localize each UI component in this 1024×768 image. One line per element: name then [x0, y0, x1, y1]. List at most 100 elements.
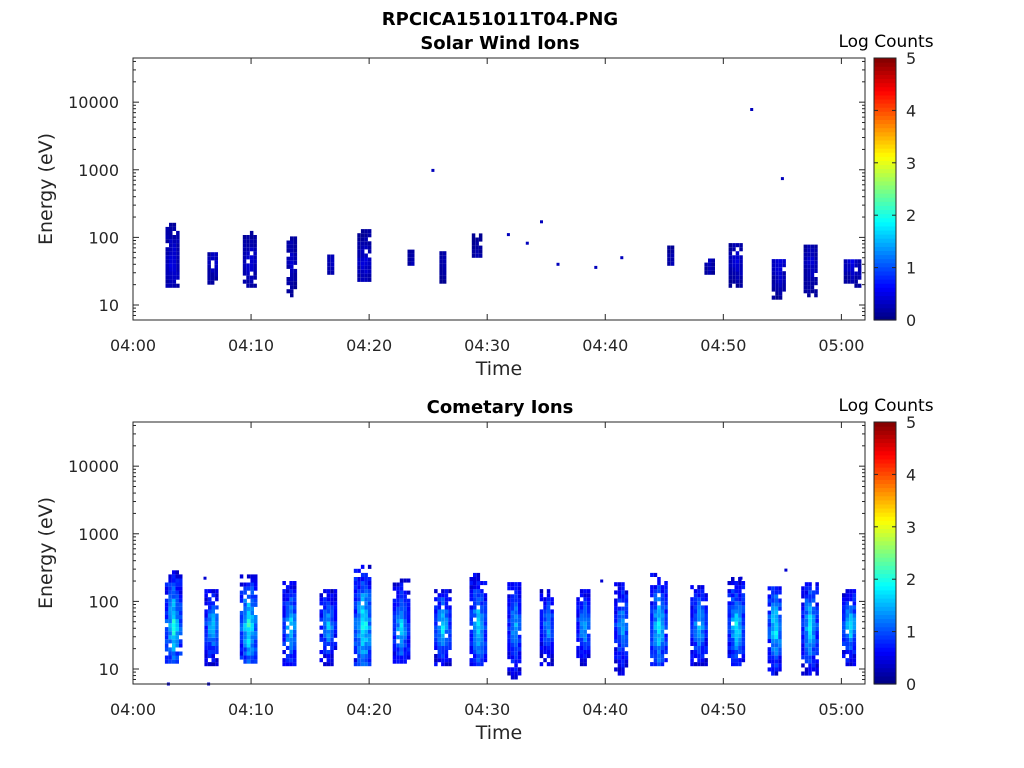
heatmap-cell — [476, 601, 481, 606]
heatmap-cell — [734, 625, 738, 630]
heatmap-cell — [172, 263, 177, 268]
heatmap-cell — [815, 610, 819, 615]
heatmap-cell — [469, 605, 473, 610]
heatmap-cell — [364, 621, 368, 626]
heatmap-cell — [778, 647, 782, 652]
heatmap-cell — [617, 659, 622, 664]
heatmap-cell — [434, 629, 438, 634]
heatmap-cell — [704, 645, 708, 650]
heatmap-cell — [579, 625, 584, 630]
heatmap-cell — [624, 659, 629, 664]
heatmap-cell — [246, 267, 250, 272]
heatmap-cell — [778, 663, 782, 668]
heatmap-cell — [476, 585, 481, 590]
heatmap-cell — [403, 659, 407, 664]
heatmap-cell — [293, 601, 297, 606]
colorbar-step — [874, 503, 896, 509]
heatmap-cell — [392, 623, 397, 628]
x-axis-cometary: 04:00 04:10 04:20 04:30 04:40 04:50 05:00 — [110, 422, 864, 719]
heatmap-cell — [693, 589, 698, 594]
heatmap-cell — [469, 637, 473, 642]
heatmap-cell — [239, 610, 244, 615]
heatmap-cell — [367, 585, 372, 590]
heatmap-cell — [476, 617, 481, 622]
heatmap-cell — [293, 645, 297, 650]
heatmap-cell — [208, 621, 212, 626]
heatmap-cell — [434, 637, 438, 642]
heatmap-cell — [172, 590, 176, 595]
heatmap-cell — [473, 605, 477, 610]
heatmap-cell — [734, 597, 738, 602]
heatmap-cell — [507, 602, 511, 607]
heatmap-cell — [367, 650, 372, 655]
heatmap-cell — [242, 263, 247, 268]
heatmap-cell — [852, 597, 857, 602]
heatmap-cell — [811, 655, 816, 660]
heatmap-cell — [670, 257, 675, 262]
heatmap-cell — [326, 641, 331, 646]
heatmap-cell — [175, 623, 179, 628]
heatmap-cell — [399, 655, 404, 660]
heatmap-cell — [774, 598, 779, 603]
heatmap-cell — [476, 629, 481, 634]
heatmap-cell — [164, 635, 169, 640]
heatmap-cell — [483, 609, 488, 614]
heatmap-cell — [289, 658, 293, 663]
heatmap-cell — [208, 633, 212, 638]
heatmap-cell — [700, 641, 705, 646]
heatmap-cell — [767, 626, 772, 631]
heatmap-cell — [357, 662, 361, 667]
heatmap-cell — [211, 617, 215, 622]
heatmap-cell — [483, 629, 488, 634]
heatmap-cell — [653, 629, 658, 634]
heatmap-cell — [576, 621, 580, 626]
heatmap-cell — [807, 248, 811, 253]
heatmap-cell — [211, 645, 215, 650]
heatmap-cell — [330, 650, 334, 655]
x-axis-solar-wind: 04:00 04:10 04:20 04:30 04:40 04:50 05:00 — [110, 58, 864, 355]
heatmap-cell — [169, 226, 173, 231]
heatmap-cell — [617, 614, 622, 619]
heatmap-cell — [807, 256, 811, 261]
heatmap-cell — [690, 637, 694, 642]
heatmap-cell — [175, 643, 179, 648]
heatmap-cell — [164, 606, 169, 611]
heatmap-cell — [507, 655, 511, 660]
heatmap-cell — [249, 279, 254, 284]
heatmap-cell — [727, 609, 731, 614]
heatmap-cell — [353, 658, 358, 663]
heatmap-cell — [290, 268, 294, 273]
heatmap-cell — [439, 267, 443, 272]
colorbar-step — [874, 283, 896, 288]
heatmap-cell — [700, 613, 705, 618]
heatmap-cell — [437, 625, 442, 630]
heatmap-cell — [175, 606, 179, 611]
heatmap-cell — [364, 265, 368, 270]
heatmap-cell — [704, 633, 708, 638]
heatmap-cell — [179, 615, 183, 620]
heatmap-cell — [660, 654, 665, 659]
heatmap-cell — [392, 659, 397, 664]
heatmap-cell — [849, 645, 853, 650]
heatmap-cell — [290, 273, 294, 278]
heatmap-cell — [323, 597, 327, 602]
heatmap-cell — [360, 265, 365, 270]
heatmap-cell — [164, 639, 169, 644]
heatmap-cell — [803, 256, 808, 261]
heatmap-cell — [804, 590, 809, 595]
heatmap-cell — [172, 623, 176, 628]
colorbar-step — [874, 139, 896, 145]
heatmap-cell — [550, 609, 554, 614]
heatmap-cell — [734, 658, 738, 663]
colorbar-step — [874, 675, 896, 681]
heatmap-cell — [441, 641, 445, 646]
heatmap-cell — [728, 243, 733, 248]
heatmap-cell — [246, 251, 250, 256]
heatmap-cell — [403, 578, 407, 583]
y-axis-label-solar-wind: Energy (eV) — [35, 133, 57, 245]
heatmap-cell — [168, 594, 172, 599]
heatmap-cell — [660, 658, 665, 663]
heatmap-cell — [239, 623, 244, 628]
heatmap-cell — [476, 609, 481, 614]
heatmap-cell — [852, 625, 857, 630]
